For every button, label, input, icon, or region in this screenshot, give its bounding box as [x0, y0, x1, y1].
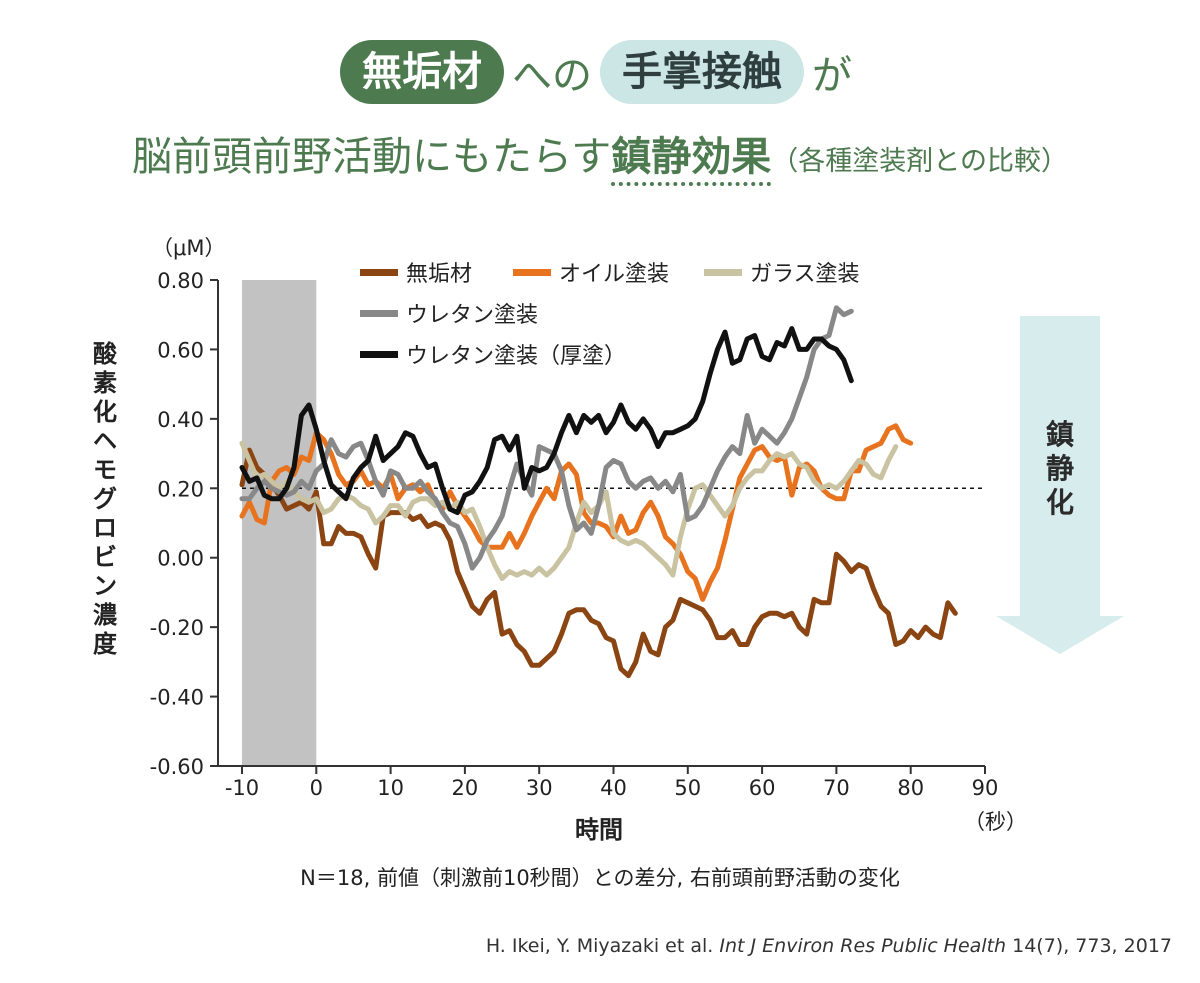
title-suffix: （各種塗装剤との比較） [771, 146, 1068, 177]
title-pill-palm-contact: 手掌接触 [600, 40, 804, 104]
y-axis-label: 酸素化ヘモグロビン濃度 [93, 340, 117, 658]
y-tick-label: 0.80 [157, 269, 204, 293]
legend-swatch [360, 268, 398, 276]
series-line-3 [239, 305, 854, 571]
legend-item-glass: ガラス塗装 [704, 256, 860, 288]
x-tick-label: 90 [972, 776, 999, 800]
legend-swatch [360, 350, 398, 358]
baseline-band [242, 280, 317, 766]
sedation-arrow [996, 316, 1124, 654]
series-line-4 [239, 326, 854, 516]
x-axis-unit: （秒） [964, 810, 1027, 834]
legend-label: ガラス塗装 [750, 262, 860, 287]
x-tick-label: 60 [749, 776, 776, 800]
x-tick-label: 50 [674, 776, 701, 800]
legend-swatch [704, 268, 742, 276]
y-tick-label: -0.60 [150, 755, 204, 779]
x-tick-label: -10 [225, 776, 259, 800]
x-tick-label: 80 [897, 776, 924, 800]
y-tick-label: 0.20 [157, 477, 204, 501]
legend-item-urethane-thick: ウレタン塗装（厚塗） [360, 338, 626, 370]
y-tick-label: 0.60 [157, 338, 204, 362]
title-line-2: 脳前頭前野活動にもたらす鎮静効果（各種塗装剤との比較） [0, 124, 1200, 186]
legend-item-solid-wood: 無垢材 [360, 256, 472, 288]
citation-authors: H. Ikei, Y. Miyazaki et al. [485, 935, 714, 957]
legend-swatch [360, 309, 398, 317]
legend-label: ウレタン塗装 [406, 303, 539, 328]
y-tick-label: 0.40 [157, 408, 204, 432]
y-tick-label: 0.00 [157, 547, 204, 571]
title-prefix: 脳前頭前野活動にもたらす [132, 134, 612, 180]
legend-label: ウレタン塗装（厚塗） [406, 344, 627, 369]
sedation-arrow-label: 鎮静化 [1045, 418, 1074, 519]
legend-item-oil: オイル塗装 [513, 256, 669, 288]
citation-journal: Int J Environ Res Public Health [719, 935, 1007, 957]
x-tick-label: 0 [310, 776, 323, 800]
x-axis-label: 時間 [575, 816, 623, 844]
x-tick-label: 40 [600, 776, 627, 800]
title-line-1: 無垢材 への 手掌接触が [0, 40, 1200, 104]
title-emphasis: 鎮静効果 [611, 134, 772, 186]
citation: H. Ikei, Y. Miyazaki et al. Int J Enviro… [486, 935, 1172, 957]
citation-ref: 14(7), 773, 2017 [1012, 935, 1172, 957]
x-tick-label: 10 [377, 776, 404, 800]
y-axis-unit: （μM） [152, 236, 226, 260]
series-line-0 [239, 447, 958, 679]
series-line-2 [239, 440, 899, 581]
title-connector-1: への [512, 53, 592, 99]
x-tick-label: 30 [526, 776, 553, 800]
x-tick-label: 20 [452, 776, 479, 800]
x-tick-label: 70 [823, 776, 850, 800]
footnote: N＝18, 前値（刺激前10秒間）との差分, 右前頭前野活動の変化 [300, 866, 900, 890]
legend-label: 無垢材 [406, 262, 473, 287]
title-pill-solid-wood: 無垢材 [340, 40, 504, 104]
legend-label: オイル塗装 [559, 262, 670, 287]
legend-item-urethane: ウレタン塗装 [360, 297, 538, 329]
legend-swatch [513, 268, 551, 276]
y-tick-label: -0.20 [150, 616, 204, 640]
y-tick-label: -0.40 [150, 686, 204, 710]
title-connector-2: が [812, 53, 852, 99]
